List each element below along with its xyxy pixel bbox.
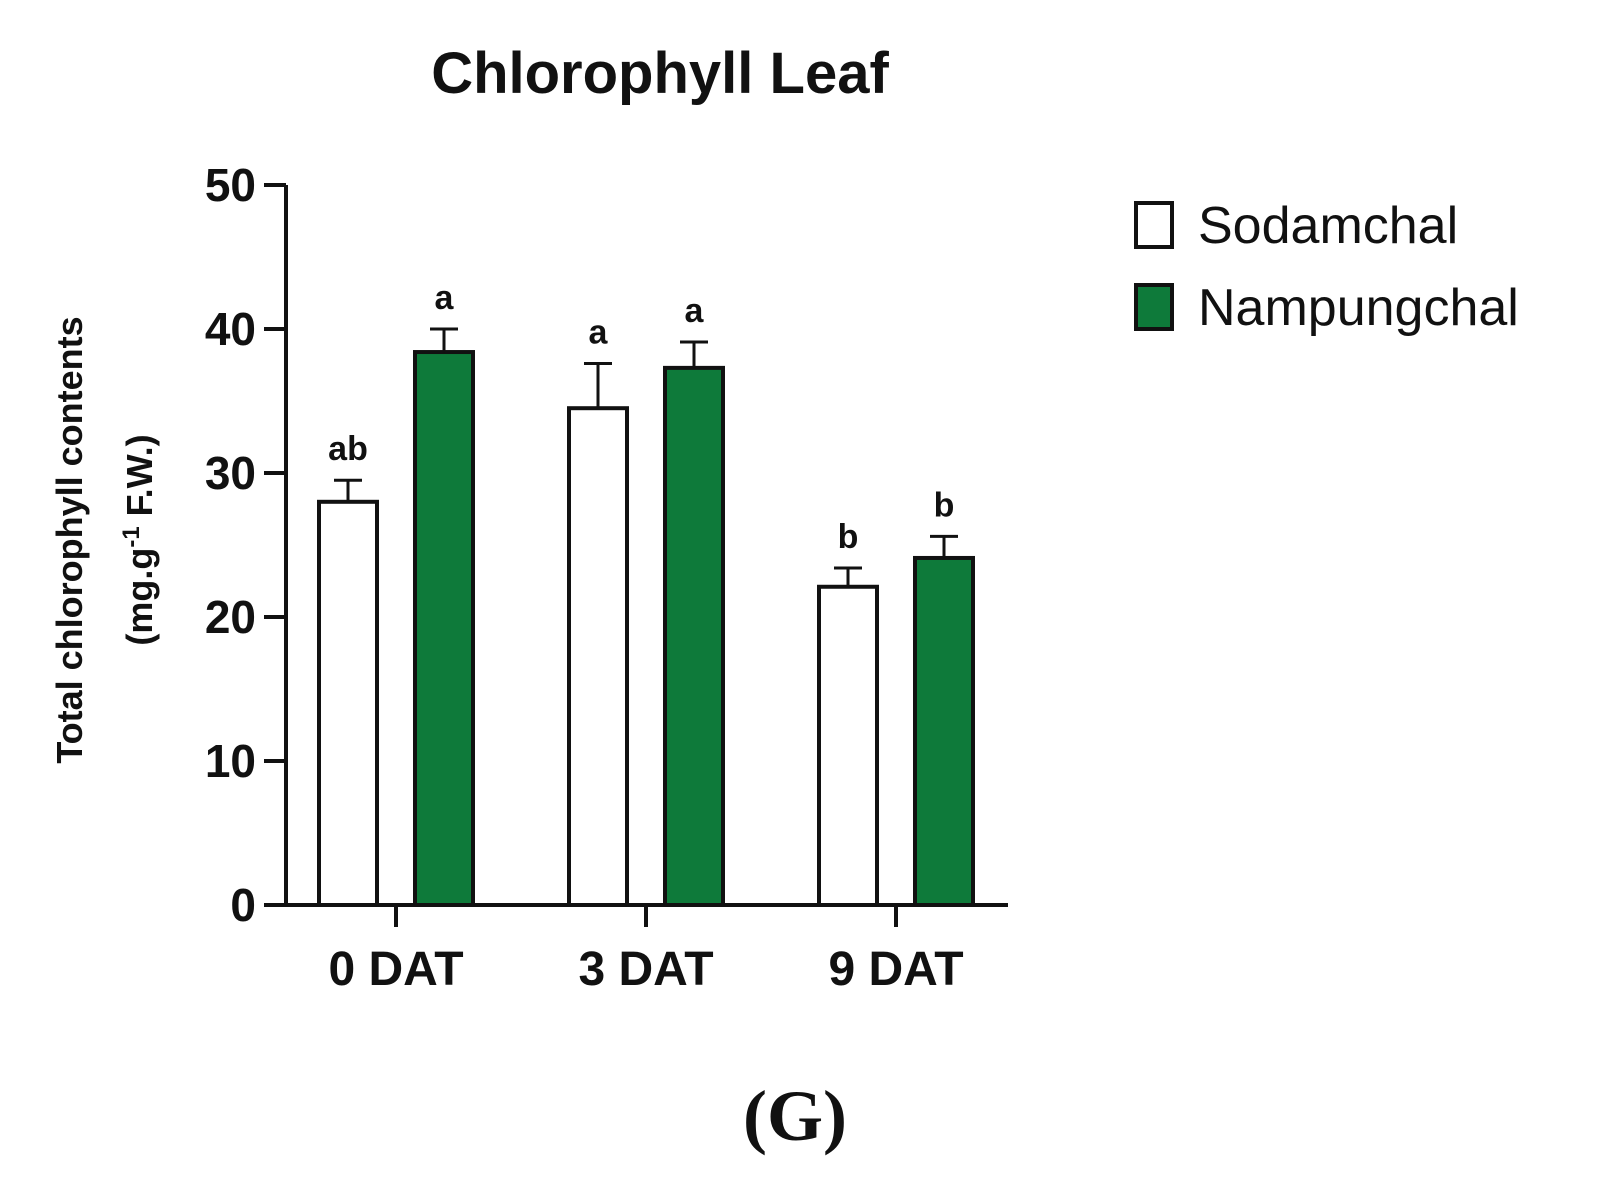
y-tick-label: 40 <box>205 303 256 355</box>
bar-sodamchal <box>817 584 879 907</box>
y-tick-label: 20 <box>205 591 256 643</box>
y-axis-label: Total chlorophyll contents (mg.g-1 F.W.) <box>49 316 160 763</box>
bar-sodamchal <box>567 406 629 907</box>
significance-label: a <box>685 292 705 330</box>
legend-swatch-nampungchal <box>1134 283 1174 331</box>
axes: 0 10 20 30 40 50 0 DAT 3 DAT 9 DAT <box>205 159 1008 996</box>
y-axis-label-unit-pre: (mg.g <box>119 548 160 646</box>
bar-nampungchal <box>413 350 475 908</box>
legend-label-sodamchal: Sodamchal <box>1198 197 1458 255</box>
y-axis-label-unit-post: F.W.) <box>119 434 160 526</box>
y-axis-label-line2: (mg.g-1 F.W.) <box>118 434 161 645</box>
x-tick-label: 0 DAT <box>328 943 463 996</box>
legend-swatch-sodamchal <box>1134 201 1174 249</box>
significance-label: a <box>435 279 455 317</box>
y-tick-label: 30 <box>205 447 256 499</box>
y-tick-label: 0 <box>230 879 256 931</box>
chart-title: Chlorophyll Leaf <box>431 41 889 106</box>
y-tick-label: 10 <box>205 735 256 787</box>
significance-label: b <box>838 518 859 556</box>
bar-nampungchal <box>663 365 725 907</box>
significance-label: ab <box>328 430 368 468</box>
significance-label: a <box>589 314 609 352</box>
y-tick-label: 50 <box>205 159 256 211</box>
y-axis-label-line1: Total chlorophyll contents <box>49 316 90 763</box>
panel-label: (G) <box>743 1076 847 1156</box>
legend: Sodamchal Nampungchal <box>1134 197 1519 337</box>
legend-label-nampungchal: Nampungchal <box>1198 279 1519 337</box>
x-tick-label: 3 DAT <box>578 943 713 996</box>
bar-sodamchal <box>317 499 379 907</box>
bar-nampungchal <box>913 555 975 908</box>
x-tick-label: 9 DAT <box>828 943 963 996</box>
y-axis-label-unit-sup: -1 <box>118 526 145 547</box>
significance-label: b <box>934 486 955 524</box>
